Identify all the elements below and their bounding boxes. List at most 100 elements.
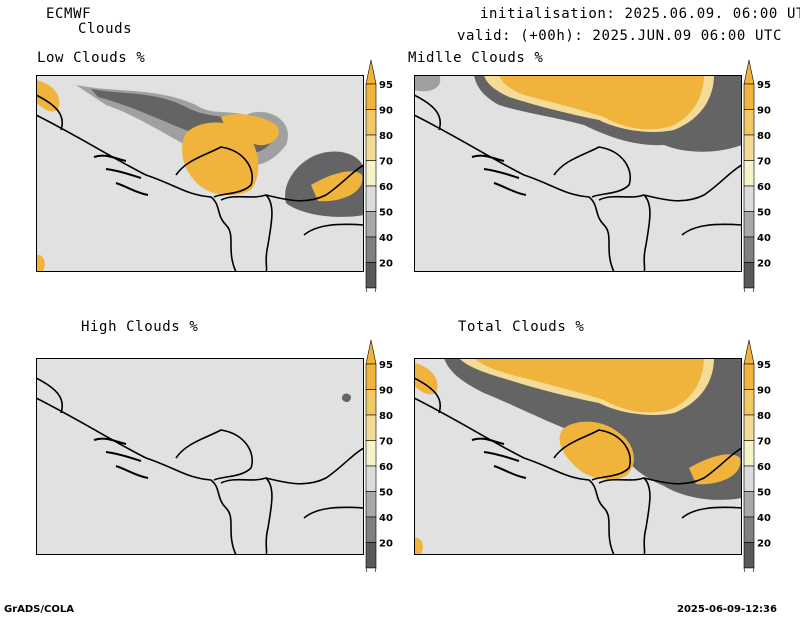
border-line — [303, 506, 364, 519]
colorbar-segment — [365, 185, 377, 212]
colorbar-label: 20 — [757, 259, 771, 270]
panel-title-total-clouds: Total Clouds % — [458, 319, 585, 335]
border-line — [598, 164, 742, 202]
footer-software: GrADS/COLA — [4, 604, 74, 615]
colorbar-label: 40 — [379, 513, 393, 524]
colorbar-middle-clouds: 95 90 80 70 60 50 40 20 — [743, 60, 771, 292]
colorbar-total-clouds: 95 90 80 70 60 50 40 20 — [743, 340, 771, 572]
border-line — [681, 506, 742, 519]
cloud-small-gray — [341, 393, 351, 402]
colorbar-high-clouds: 95 90 80 70 60 50 40 20 — [365, 340, 393, 572]
colorbar-segment — [743, 160, 755, 187]
colorbar-label: 40 — [757, 233, 771, 244]
border-line — [36, 94, 63, 131]
border-line — [643, 194, 651, 272]
model-name: ECMWF — [46, 6, 92, 22]
colorbar-label: 50 — [379, 208, 393, 219]
colorbar-segment — [743, 236, 755, 263]
island — [471, 437, 505, 445]
colorbar-label: 95 — [379, 360, 393, 371]
colorbar-segment — [365, 236, 377, 263]
colorbar-label: 90 — [757, 106, 771, 117]
colorbar-label: 95 — [757, 80, 771, 91]
colorbar-segment — [743, 185, 755, 212]
map-background — [36, 358, 364, 555]
colorbar-label: 60 — [757, 462, 771, 473]
coastline — [414, 114, 615, 272]
colorbar-label: 90 — [757, 386, 771, 397]
colorbar-segment — [743, 465, 755, 492]
colorbar-segment — [743, 516, 755, 543]
cloud-sw-spot — [414, 537, 423, 555]
coastline — [36, 114, 237, 272]
colorbar-segment — [365, 516, 377, 543]
border-line — [414, 377, 441, 414]
colorbar-label: 70 — [757, 157, 771, 168]
map-high-clouds — [36, 358, 364, 555]
colorbar-segment — [743, 262, 755, 289]
colorbar-segment — [365, 491, 377, 518]
colorbar-tip-top — [365, 340, 377, 365]
border-line — [414, 94, 441, 131]
colorbar-label: 20 — [757, 539, 771, 550]
colorbar-low-clouds: 95 90 80 70 60 50 40 20 — [365, 60, 393, 292]
cloud-orange-blob-north — [221, 114, 279, 146]
colorbar-tip-top — [743, 340, 755, 365]
border-line — [220, 447, 364, 485]
colorbar-label: 60 — [379, 462, 393, 473]
colorbar-label: 80 — [757, 131, 771, 142]
island — [493, 182, 527, 196]
island — [93, 154, 127, 162]
colorbar-tip-bottom — [743, 567, 755, 572]
colorbar-segment — [365, 542, 377, 569]
colorbar-segment — [365, 134, 377, 161]
colorbar-segment — [743, 542, 755, 569]
colorbar-segment — [365, 363, 377, 390]
island — [471, 154, 505, 162]
border-line — [265, 477, 273, 555]
colorbar-label: 90 — [379, 106, 393, 117]
cloud-west-edge — [414, 363, 438, 395]
border-line — [643, 477, 651, 555]
colorbar-label: 95 — [379, 80, 393, 91]
colorbar-segment — [365, 109, 377, 136]
map-low-clouds — [36, 75, 364, 272]
border-line — [598, 447, 742, 485]
coastline — [36, 397, 237, 555]
colorbar-label: 60 — [757, 182, 771, 193]
border-line — [553, 146, 631, 198]
colorbar-segment — [365, 83, 377, 110]
colorbar-label: 50 — [757, 488, 771, 499]
cloud-orange-blob-main — [182, 122, 259, 196]
island — [105, 168, 142, 179]
map-total-clouds — [414, 358, 742, 555]
initialisation-time: initialisation: 2025.06.09. 06:00 UTC — [480, 6, 800, 22]
colorbar-segment — [365, 414, 377, 441]
colorbar-tip-bottom — [365, 567, 377, 572]
colorbar-segment — [365, 465, 377, 492]
colorbar-segment — [365, 160, 377, 187]
colorbar-segment — [365, 262, 377, 289]
colorbar-label: 80 — [379, 411, 393, 422]
border-line — [553, 429, 631, 481]
colorbar-label: 50 — [379, 488, 393, 499]
colorbar-label: 70 — [379, 157, 393, 168]
colorbar-segment — [743, 109, 755, 136]
cloud-orange-main — [474, 358, 704, 413]
colorbar-label: 70 — [757, 437, 771, 448]
colorbar-label: 40 — [757, 513, 771, 524]
colorbar-label: 50 — [757, 208, 771, 219]
panel-title-middle-clouds: Midlle Clouds % — [408, 50, 544, 66]
island — [115, 465, 149, 479]
island — [493, 465, 527, 479]
colorbar-tip-top — [743, 60, 755, 85]
colorbar-label: 70 — [379, 437, 393, 448]
panel-title-high-clouds: High Clouds % — [81, 319, 199, 335]
island — [105, 451, 142, 462]
valid-time: valid: (+00h): 2025.JUN.09 06:00 UTC — [457, 28, 783, 44]
cloud-sw-spot — [36, 254, 45, 272]
border-line — [265, 194, 273, 272]
border-line — [220, 164, 364, 202]
colorbar-label: 20 — [379, 259, 393, 270]
border-line — [175, 146, 253, 198]
